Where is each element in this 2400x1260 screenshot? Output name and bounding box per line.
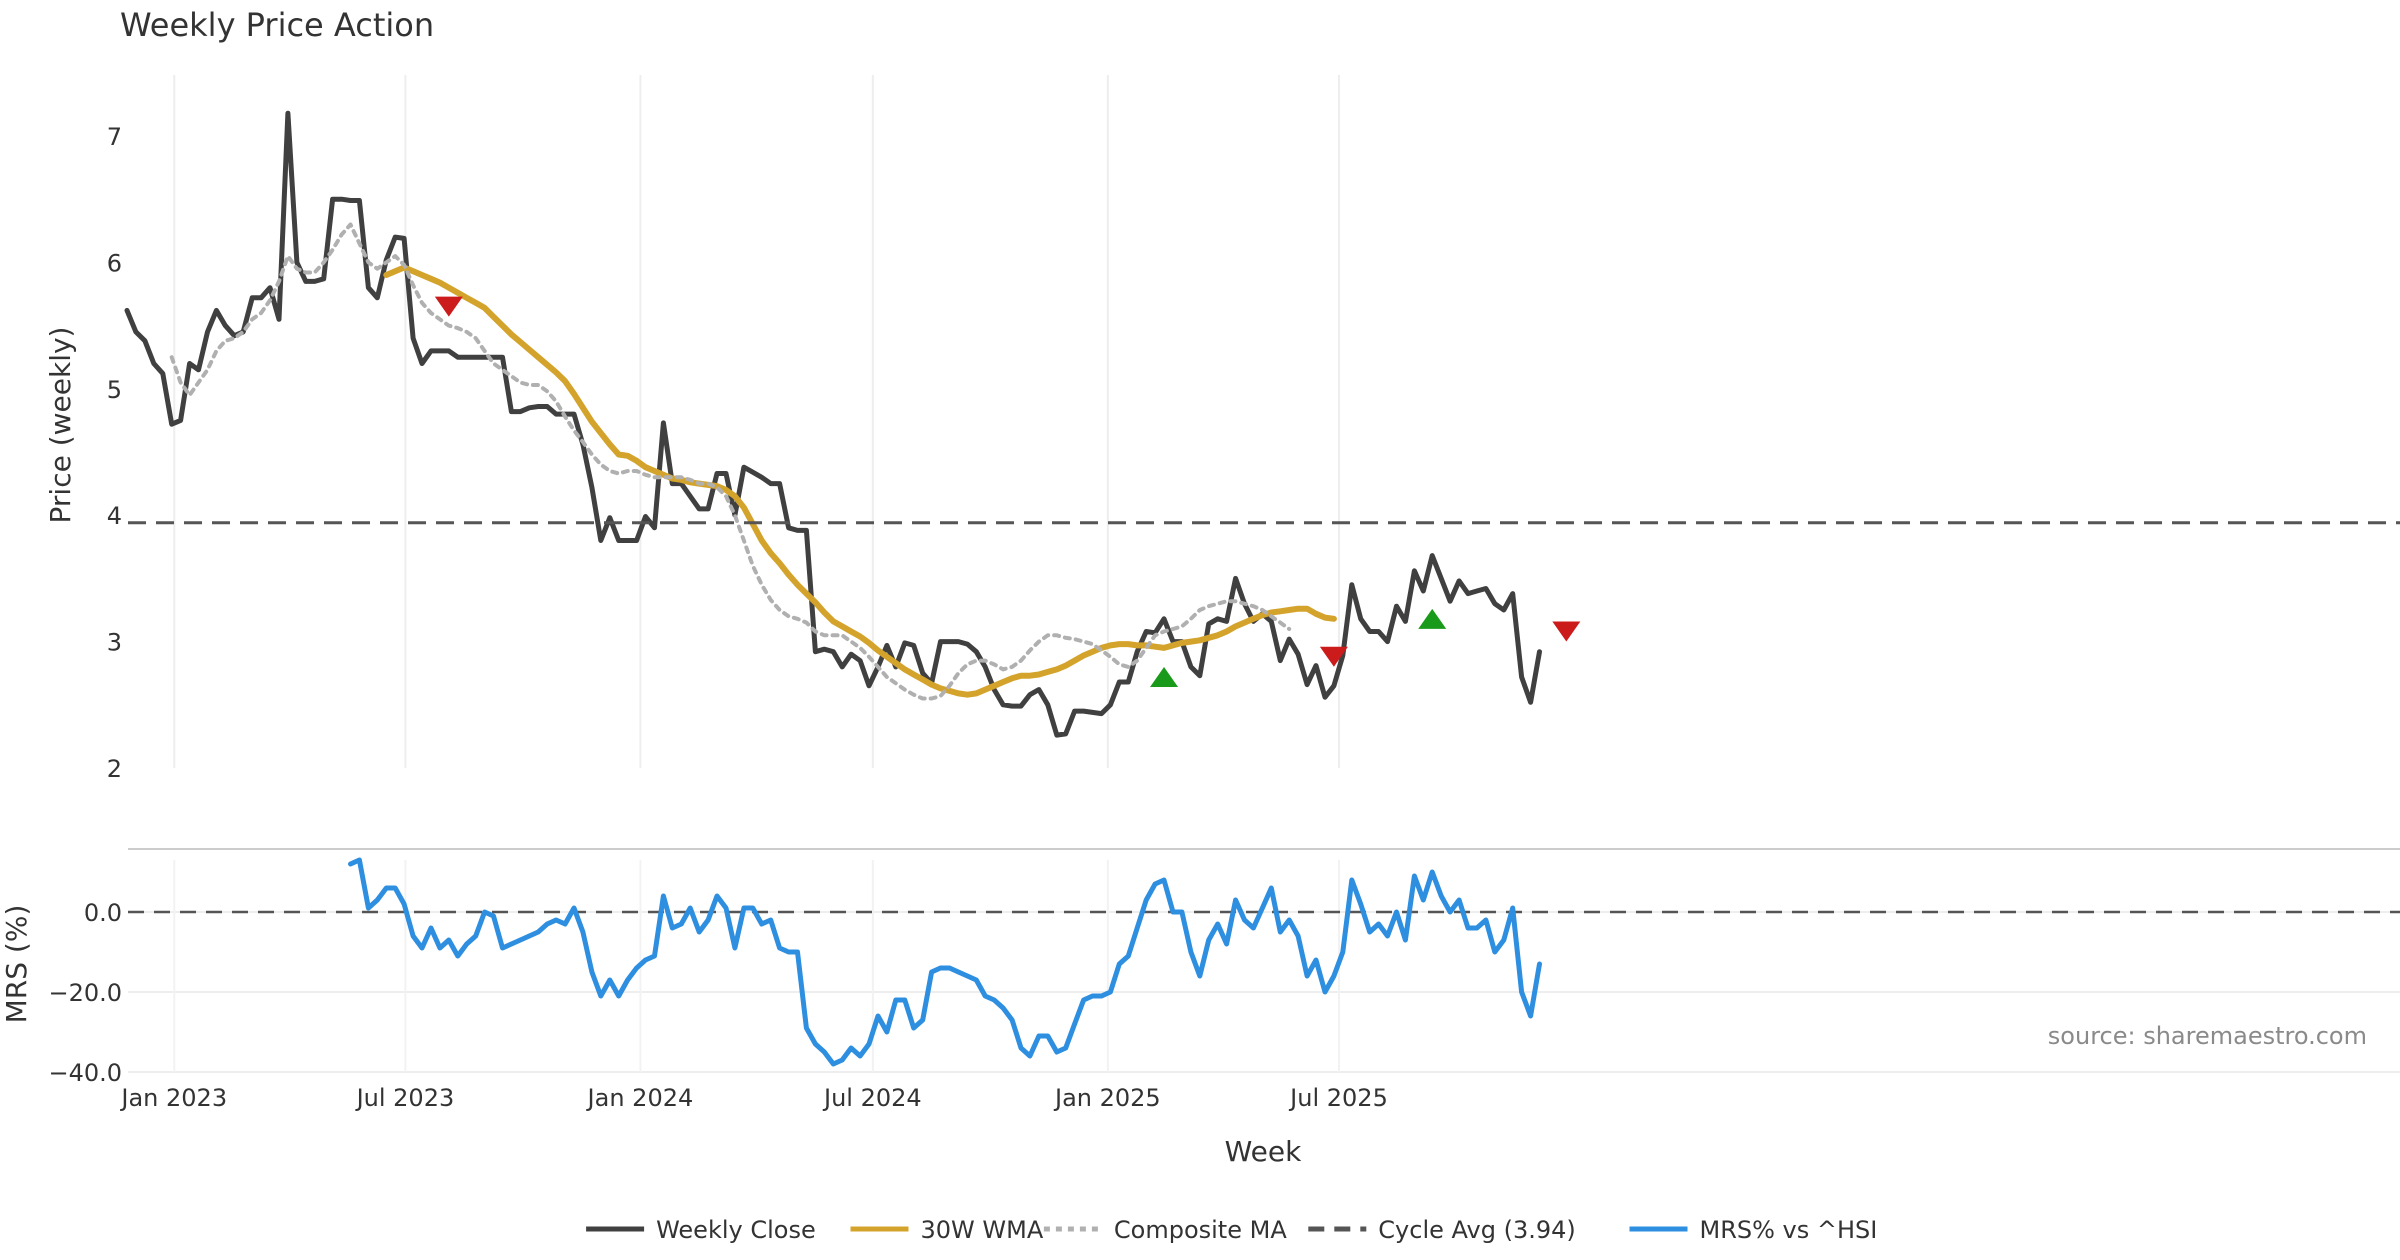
- legend-label: Composite MA: [1114, 1216, 1287, 1244]
- signal-markers: [434, 296, 1581, 687]
- sell-signal-marker: [1552, 621, 1581, 642]
- legend-label: Cycle Avg (3.94): [1378, 1216, 1575, 1244]
- price-y-tick-label: 4: [107, 502, 122, 530]
- x-tick-label: Jul 2025: [1288, 1084, 1388, 1112]
- legend-label: MRS% vs ^HSI: [1700, 1216, 1878, 1244]
- price-y-tick-label: 3: [107, 629, 122, 657]
- x-ticks: Jan 2023 Jul 2023 Jan 2024 Jul 2024 Jan 2025…: [119, 1084, 1387, 1112]
- price-y-tick-label: 2: [107, 755, 122, 783]
- x-tick-label: Jul 2023: [355, 1084, 455, 1112]
- buy-signal-marker: [1150, 666, 1179, 687]
- mrs-y-ticks: 0.0 −20.0 −40.0: [48, 899, 122, 1087]
- legend-label: Weekly Close: [656, 1216, 816, 1244]
- sell-signal-marker: [434, 296, 463, 317]
- price-y-tick-label: 5: [107, 376, 122, 404]
- mrs-y-tick-label: 0.0: [84, 899, 122, 927]
- legend: Weekly Close 30W WMA Composite MA Cycle Avg…: [586, 1216, 1877, 1244]
- chart-title: Weekly Price Action: [120, 6, 434, 44]
- source-annotation: source: sharemaestro.com: [2048, 1022, 2367, 1050]
- wma-30w-line: [383, 264, 1337, 698]
- mrs-y-tick-label: −20.0: [48, 979, 122, 1007]
- sell-signal-marker: [1319, 646, 1348, 667]
- mrs-line: [348, 857, 1542, 1067]
- weekly-close-line: [124, 110, 1542, 738]
- x-axis-label: Week: [1225, 1135, 1302, 1168]
- price-y-label: Price (weekly): [44, 327, 77, 524]
- legend-label: 30W WMA: [921, 1216, 1044, 1244]
- mrs-series-group: [128, 857, 2400, 1067]
- price-series-group: [124, 110, 2400, 738]
- price-y-ticks: 2 3 4 5 6 7: [107, 123, 122, 783]
- buy-signal-marker: [1418, 608, 1447, 629]
- price-y-tick-label: 6: [107, 249, 122, 277]
- x-tick-label: Jan 2025: [1053, 1084, 1161, 1112]
- x-tick-label: Jan 2024: [586, 1084, 694, 1112]
- price-y-tick-label: 7: [107, 123, 122, 151]
- x-tick-label: Jul 2024: [822, 1084, 922, 1112]
- mrs-y-tick-label: −40.0: [48, 1059, 122, 1087]
- x-tick-label: Jan 2023: [119, 1084, 227, 1112]
- composite-ma-line: [169, 222, 1292, 701]
- mrs-y-label: MRS (%): [0, 905, 33, 1024]
